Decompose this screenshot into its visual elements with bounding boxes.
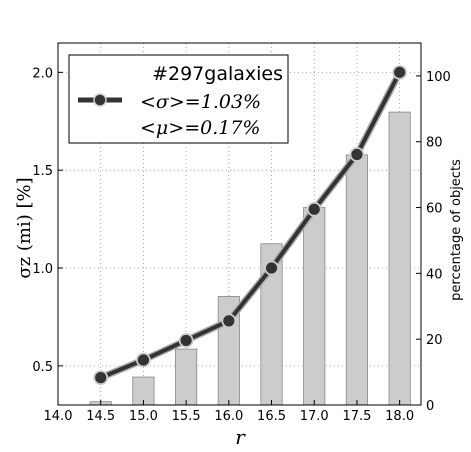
- y-left-tick-label: 0.5: [32, 360, 53, 375]
- x-tick-label: 16.5: [257, 409, 286, 424]
- series-point: [349, 147, 365, 162]
- series-point: [306, 201, 322, 217]
- x-tick-label: 15.0: [129, 409, 158, 424]
- x-tick-label: 14.5: [86, 409, 115, 424]
- bar: [175, 348, 198, 406]
- y-left-tick-label: 1.5: [32, 164, 53, 179]
- x-tick-label: 18.0: [385, 409, 414, 424]
- y-right-tick-label: 100: [426, 70, 451, 85]
- legend: #297galaxies <σ>=1.03% <μ>=0.17%: [68, 54, 289, 144]
- series-point: [93, 370, 109, 386]
- series-point: [221, 313, 237, 329]
- y-left-tick-label: 2.0: [32, 66, 53, 81]
- legend-marker-swatch: [93, 93, 107, 107]
- bar-series: [89, 111, 411, 406]
- legend-sigma: <σ>=1.03%: [140, 91, 261, 113]
- x-tick-label: 15.5: [172, 409, 201, 424]
- y-right-tick-label: 40: [426, 267, 443, 282]
- y-right-tick-label: 80: [426, 136, 443, 151]
- y-axis-right-ticks: 0 20 40 60 80 100: [416, 70, 451, 414]
- y-axis-right-label-text: percentage of objects: [449, 159, 464, 301]
- series-line: [99, 71, 402, 380]
- x-axis-ticks: 14.0 14.5 15.0 15.5 16.0 16.5 17.0 17.5 18.0: [44, 400, 414, 424]
- legend-galaxies-count: #297galaxies: [152, 63, 283, 85]
- y-axis-right-label: percentage of objects: [449, 159, 464, 301]
- series-point: [136, 352, 151, 368]
- y-axis-left-ticks: 0.5 1.0 1.5 2.0: [32, 66, 63, 375]
- bar: [303, 207, 326, 406]
- y-axis-left-label: σz (mi) [%]: [14, 177, 35, 278]
- legend-mu: <μ>=0.17%: [140, 117, 260, 139]
- series-point: [264, 260, 279, 276]
- x-tick-label: 14.0: [44, 409, 73, 424]
- bar: [345, 154, 369, 406]
- y-right-tick-label: 20: [426, 333, 443, 348]
- series-point: [178, 333, 194, 348]
- x-tick-label: 17.0: [300, 409, 329, 424]
- line-series: [93, 64, 408, 386]
- y-left-tick-label: 1.0: [32, 262, 53, 277]
- x-tick-label: 16.0: [214, 409, 243, 424]
- bar: [388, 111, 411, 406]
- x-axis-label: r: [235, 425, 246, 449]
- y-right-tick-label: 0: [426, 399, 434, 414]
- y-right-tick-label: 60: [426, 202, 443, 217]
- plot-frame: [57, 42, 422, 406]
- series-point: [392, 64, 408, 80]
- y-axis-left-label-text: σz (mi) [%]: [14, 177, 35, 278]
- x-tick-label: 17.5: [342, 409, 371, 424]
